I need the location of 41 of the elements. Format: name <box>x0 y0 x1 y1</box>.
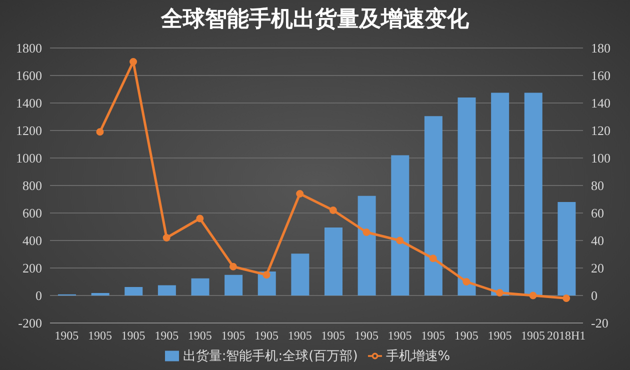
y-tick-label: 200 <box>22 260 42 276</box>
y-tick-label: 1600 <box>16 68 42 84</box>
y-tick-label: 800 <box>22 178 42 194</box>
x-tick-label: 1905 <box>221 328 246 343</box>
x-tick-label: 1905 <box>188 328 212 343</box>
y2-tick-label: 40 <box>591 233 604 248</box>
x-tick-label: 1905 <box>454 328 478 343</box>
y2-tick-label: 160 <box>591 68 610 84</box>
x-tick-label: 1905 <box>121 328 146 343</box>
x-tick-label: 2018H1 <box>547 328 586 343</box>
y2-tick-label: 100 <box>591 150 610 166</box>
x-tick-label: 1905 <box>154 328 179 343</box>
x-tick-label: 1905 <box>488 328 512 343</box>
y2-tick-label: 60 <box>591 206 604 221</box>
y2-tick-label: 120 <box>591 123 610 138</box>
x-tick-label: 1905 <box>354 328 378 343</box>
x-tick-label: 1905 <box>254 328 279 343</box>
y-tick-label: 600 <box>22 206 42 221</box>
x-tick-label: 1905 <box>54 328 79 343</box>
y-tick-label: 400 <box>22 233 42 248</box>
y-tick-label: 1200 <box>16 123 42 138</box>
y2-tick-label: -20 <box>591 316 608 331</box>
x-tick-label: 1905 <box>288 328 312 343</box>
y-tick-label: 1400 <box>16 96 42 111</box>
x-tick-label: 1905 <box>388 328 412 343</box>
y2-tick-label: 180 <box>591 40 610 56</box>
y2-tick-label: 20 <box>591 260 604 276</box>
legend-label: 手机增速% <box>386 349 450 364</box>
y2-tick-label: 0 <box>591 288 598 304</box>
y2-tick-label: 140 <box>591 96 610 111</box>
y-tick-label: 0 <box>36 288 42 304</box>
x-tick-label: 1905 <box>521 328 546 343</box>
y-tick-label: 1800 <box>16 40 42 56</box>
chart-title: 全球智能手机出货量及增速变化 <box>160 6 470 34</box>
x-tick-label: 1905 <box>88 328 112 343</box>
legend-label: 出货量:智能手机:全球(百万部) <box>182 349 358 364</box>
y-tick-label: 1000 <box>16 150 42 166</box>
y-tick-label: -200 <box>18 316 42 331</box>
y2-tick-label: 80 <box>591 178 604 194</box>
x-tick-label: 1905 <box>421 328 446 343</box>
x-tick-label: 1905 <box>321 328 346 343</box>
